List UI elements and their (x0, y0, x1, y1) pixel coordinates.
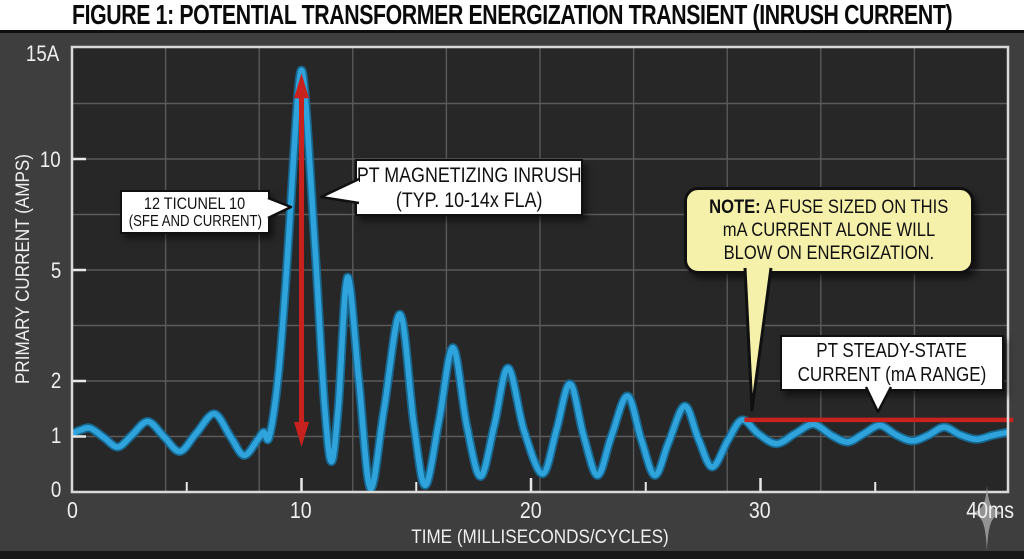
inrush-callout-line2: (TYP. 10-14x FLA) (395, 188, 543, 212)
red-annotations (294, 73, 1014, 447)
cycle-callout-line2: (SFE AND CURRENT) (128, 213, 262, 230)
magnetizing-inrush-callout-box: PT MAGNETIZING INRUSH (TYP. 10-14x FLA) (355, 159, 583, 216)
y-tick-15A: 15A (25, 41, 60, 66)
plot-border (70, 45, 1010, 494)
steady-callout-line1: PT STEADY-STATE (816, 340, 968, 362)
steady-state-callout-box: PT STEADY-STATE CURRENT (mA RANGE) (780, 335, 1004, 391)
note-line2: mA CURRENT ALONE WILL (722, 219, 936, 241)
x-tick-0: 0 (66, 497, 78, 523)
y-tick-10: 10 (39, 147, 61, 172)
bottom-strip (0, 551, 1024, 559)
steady-callout-line2: CURRENT (mA RANGE) (797, 364, 987, 386)
y-tick-0: 0 (50, 477, 62, 502)
scroll-down-ornament-icon (971, 486, 1003, 551)
y-tick-5: 5 (50, 258, 62, 283)
figure-title: FIGURE 1: POTENTIAL TRANSFORMER ENERGIZA… (71, 0, 953, 30)
inrush-callout-line1: PT MAGNETIZING INRUSH (356, 163, 582, 187)
x-tick-30: 30 (749, 497, 771, 523)
figure-title-bar: FIGURE 1: POTENTIAL TRANSFORMER ENERGIZA… (0, 0, 1024, 33)
waveform-path (73, 67, 1007, 491)
inrush-arrow-head-up (294, 73, 309, 99)
x-tick-40ms: 40ms (966, 497, 1014, 523)
fuse-note-callout-box: NOTE: A FUSE SIZED ON THIS mA CURRENT AL… (684, 187, 974, 274)
y-tick-2: 2 (50, 368, 62, 393)
note-line3: BLOW ON ENERGIZATION. (723, 242, 935, 264)
axis-ticks (73, 157, 877, 491)
x-tick-20: 20 (520, 497, 542, 523)
x-axis-title: TIME (MILLISECONDS/CYCLES) (411, 527, 669, 548)
cycle-callout-box: 12 TICUNEL 10 (SFE AND CURRENT) (120, 190, 270, 234)
y-axis-title: PRIMARY CURRENT (AMPS) (13, 154, 34, 384)
waveform-group (73, 65, 1007, 491)
y-tick-1: 1 (50, 423, 62, 448)
x-tick-10: 10 (290, 497, 312, 523)
cycle-callout-line1: 12 TICUNEL 10 (144, 194, 246, 213)
inrush-arrow-head-down (294, 421, 309, 447)
note-prefix: NOTE: (709, 196, 761, 218)
note-line1: NOTE: A FUSE SIZED ON THIS (709, 196, 949, 218)
